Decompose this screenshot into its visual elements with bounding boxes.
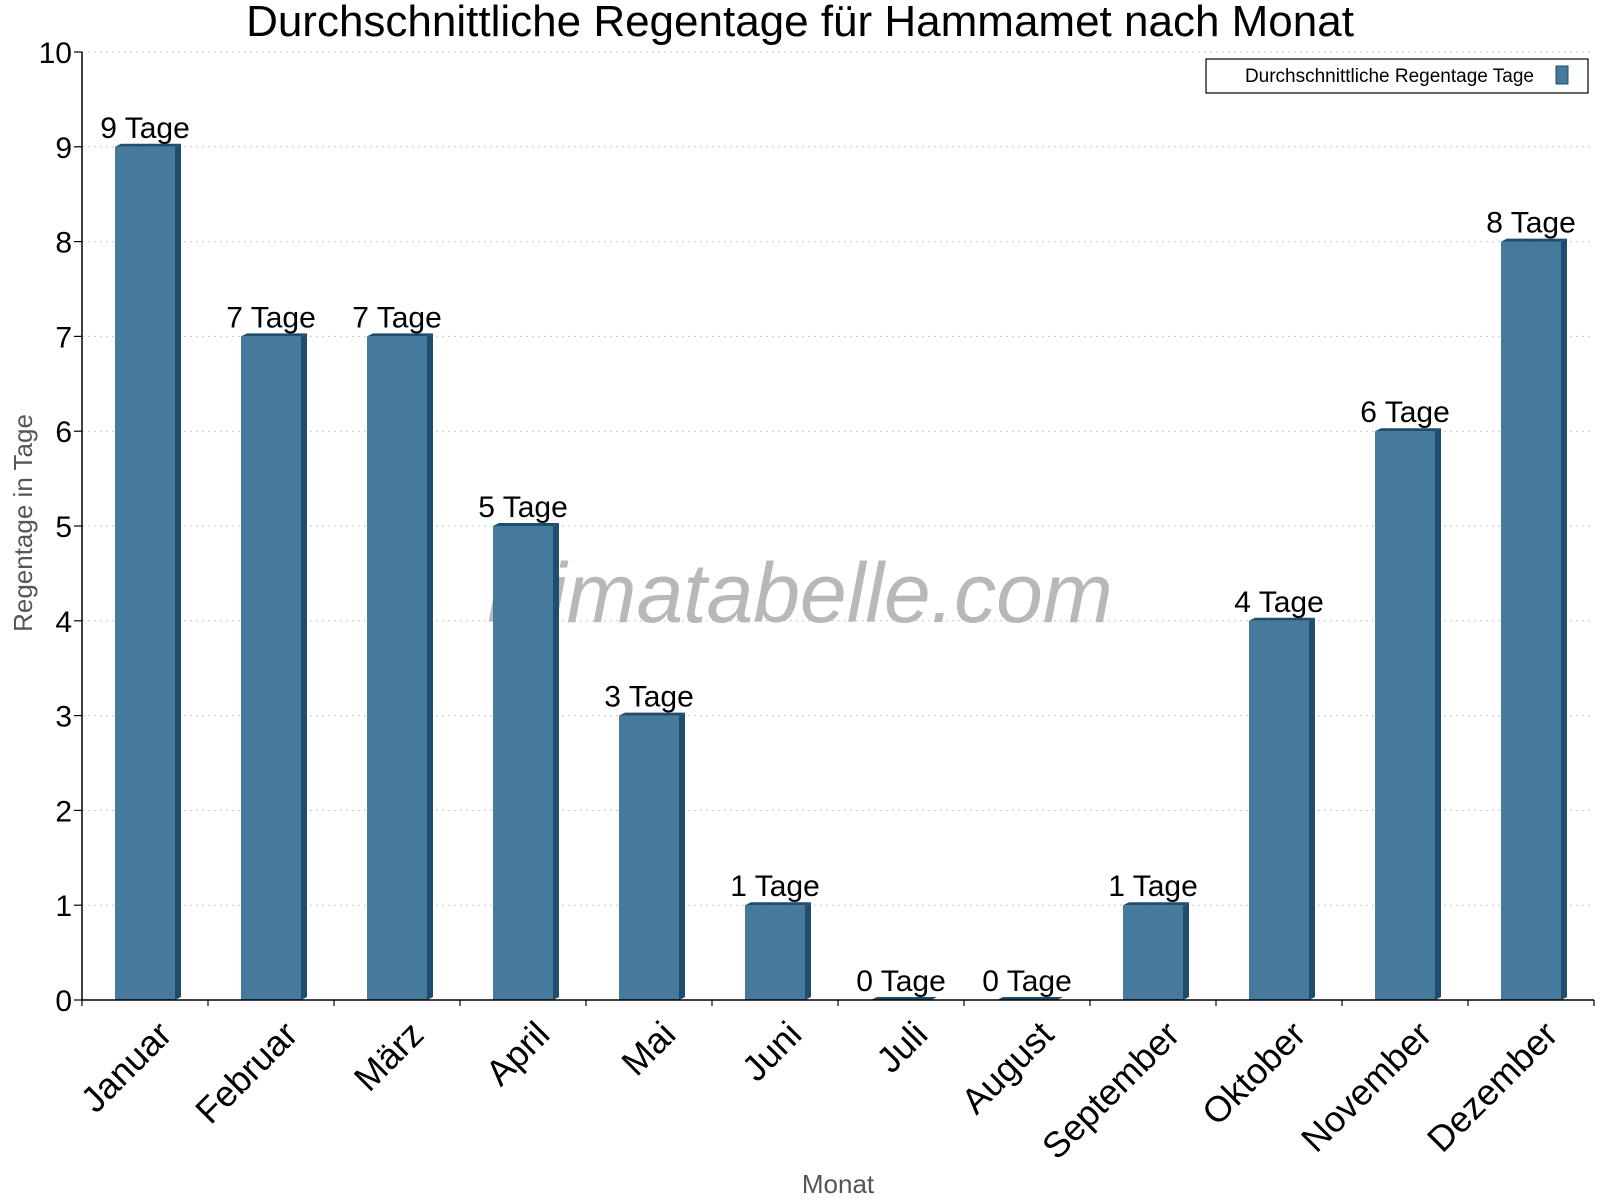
bar-oktober bbox=[1249, 617, 1315, 1000]
data-label: 5 Tage bbox=[478, 491, 568, 524]
bar-side bbox=[1183, 902, 1189, 1000]
chart-title: Durchschnittliche Regentage für Hammamet… bbox=[246, 0, 1354, 46]
bar-front bbox=[1123, 905, 1183, 1000]
bar-top bbox=[115, 143, 181, 147]
bar-top bbox=[619, 712, 685, 716]
x-axis-title: Monat bbox=[802, 1169, 875, 1199]
bar-front bbox=[1375, 431, 1435, 1000]
data-label: 7 Tage bbox=[226, 301, 316, 334]
legend: Durchschnittliche Regentage Tage bbox=[1205, 58, 1589, 94]
bar-front bbox=[241, 336, 301, 1000]
y-tick-label: 9 bbox=[55, 132, 72, 165]
bar-top bbox=[1249, 617, 1315, 621]
y-tick-label: 10 bbox=[39, 37, 72, 70]
data-label: 9 Tage bbox=[100, 112, 190, 145]
bar-side bbox=[679, 712, 685, 1000]
bar-side bbox=[553, 523, 559, 1000]
grid-lines bbox=[82, 51, 1594, 906]
bar-top bbox=[745, 902, 811, 906]
bar-side bbox=[175, 143, 181, 1001]
data-label: 7 Tage bbox=[352, 301, 442, 334]
bar-september bbox=[1123, 902, 1189, 1000]
bar-top bbox=[1375, 428, 1441, 432]
legend-box bbox=[1205, 58, 1589, 94]
bar-november bbox=[1375, 428, 1441, 1000]
data-label: 0 Tage bbox=[856, 965, 946, 998]
bar-front bbox=[493, 526, 553, 1000]
bar-front bbox=[619, 715, 679, 1000]
data-label: 8 Tage bbox=[1486, 207, 1576, 240]
bar-april bbox=[493, 523, 559, 1000]
y-tick-label: 6 bbox=[55, 416, 72, 449]
y-tick-label: 0 bbox=[55, 985, 72, 1018]
data-label: 0 Tage bbox=[982, 965, 1072, 998]
y-tick-label: 1 bbox=[55, 890, 72, 923]
watermark: klimatabelle.com bbox=[487, 546, 1113, 640]
bar-front bbox=[115, 146, 175, 1001]
data-label: 1 Tage bbox=[730, 870, 820, 903]
x-tick-label: Dezember bbox=[1419, 1013, 1565, 1159]
bar-side bbox=[301, 333, 307, 1000]
bar-februar bbox=[241, 333, 307, 1000]
x-tick-label: Mai bbox=[613, 1013, 683, 1083]
y-tick-label: 8 bbox=[55, 227, 72, 260]
bar-top bbox=[493, 523, 559, 526]
bar-juni bbox=[745, 902, 811, 1000]
x-tick-label: November bbox=[1293, 1013, 1439, 1159]
legend-entry-label: Durchschnittliche Regentage Tage bbox=[1245, 66, 1534, 87]
x-tick-label: Oktober bbox=[1194, 1013, 1314, 1133]
legend-swatch bbox=[1555, 65, 1569, 85]
x-tick-label: Juni bbox=[734, 1013, 810, 1089]
x-tick-label: Juli bbox=[868, 1013, 935, 1080]
bar-märz bbox=[367, 333, 433, 1000]
x-tick-label: Januar bbox=[73, 1013, 180, 1120]
x-tick-label: Februar bbox=[187, 1013, 305, 1131]
bar-top bbox=[1501, 238, 1567, 242]
x-tick-labels: Januar Februar März April Mai Juni Juli AugustS… bbox=[73, 1013, 1566, 1167]
bar-side bbox=[427, 333, 433, 1000]
data-label: 1 Tage bbox=[1108, 870, 1198, 903]
y-tick-label: 7 bbox=[55, 321, 72, 354]
data-labels: 9 Tage 7 Tage 7 Tage 5 Tage 3 Tage 1 Tage 0 Ta… bbox=[100, 112, 1576, 998]
x-tick-label: April bbox=[477, 1013, 557, 1093]
x-tick-label: März bbox=[346, 1013, 432, 1099]
y-tick-label: 2 bbox=[55, 795, 72, 828]
data-label: 3 Tage bbox=[604, 681, 694, 714]
bar-front bbox=[367, 336, 427, 1000]
bar-top bbox=[367, 333, 433, 337]
bar-side bbox=[1561, 238, 1567, 1001]
y-axis-title: Regentage in Tage bbox=[8, 414, 38, 632]
y-tick-label: 3 bbox=[55, 701, 72, 734]
bar-top bbox=[1123, 902, 1189, 906]
data-label: 6 Tage bbox=[1360, 396, 1450, 429]
bar-side bbox=[1435, 428, 1441, 1000]
bar-front bbox=[1249, 620, 1309, 1000]
bar-side bbox=[1309, 617, 1315, 1000]
y-tick-labels: 0 1 2 3 4 5 6 7 8 9 10 bbox=[39, 37, 72, 1018]
y-tick-label: 4 bbox=[55, 606, 72, 639]
bar-dezember bbox=[1501, 238, 1567, 1001]
bars bbox=[115, 143, 1567, 1001]
bar-side bbox=[805, 902, 811, 1000]
x-tick-label: August bbox=[953, 1013, 1061, 1121]
axes bbox=[74, 51, 1595, 1006]
y-tick-label: 5 bbox=[55, 511, 72, 544]
bar-januar bbox=[115, 143, 181, 1001]
bar-mai bbox=[619, 712, 685, 1000]
bar-front bbox=[1501, 241, 1561, 1001]
bar-front bbox=[745, 905, 805, 1000]
data-label: 4 Tage bbox=[1234, 586, 1324, 619]
x-tick-label: September bbox=[1034, 1013, 1188, 1167]
bar-top bbox=[241, 333, 307, 337]
